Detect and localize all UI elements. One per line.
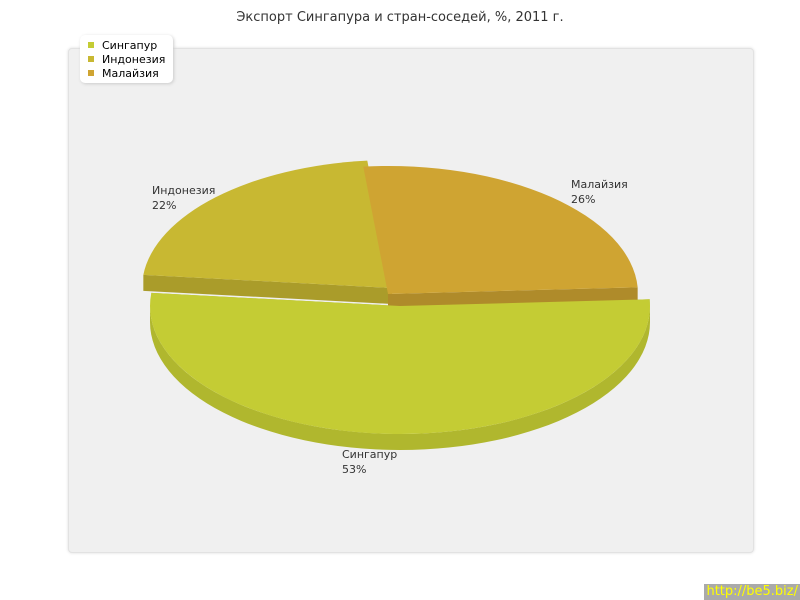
slice-wall [143, 274, 392, 304]
legend-label: Сингапур [102, 38, 158, 52]
legend-label: Малайзия [102, 66, 159, 80]
legend-item[interactable]: Индонезия [88, 52, 165, 66]
legend-item[interactable]: Сингапур [88, 38, 165, 52]
watermark-link[interactable]: http://be5.biz/ [704, 584, 800, 600]
legend-swatch [88, 56, 94, 62]
data-label-name: Индонезия [152, 184, 215, 197]
chart-title: Экспорт Сингапура и стран-соседей, %, 20… [236, 10, 564, 25]
slice-3[interactable] [363, 165, 638, 294]
data-label-name: Сингапур [342, 448, 397, 461]
legend-label: Индонезия [102, 52, 166, 66]
data-label-name: Малайзия [571, 178, 628, 191]
legend: Сингапур Индонезия Малайзия [80, 35, 174, 83]
legend-item[interactable]: Малайзия [88, 66, 165, 80]
legend-swatch [88, 42, 94, 48]
data-label-value: 22% [152, 199, 176, 212]
legend-swatch [88, 70, 94, 76]
data-label-value: 26% [571, 193, 595, 206]
slice-1[interactable] [150, 292, 650, 434]
slice-2[interactable] [143, 160, 392, 288]
data-label-value: 53% [342, 463, 366, 476]
